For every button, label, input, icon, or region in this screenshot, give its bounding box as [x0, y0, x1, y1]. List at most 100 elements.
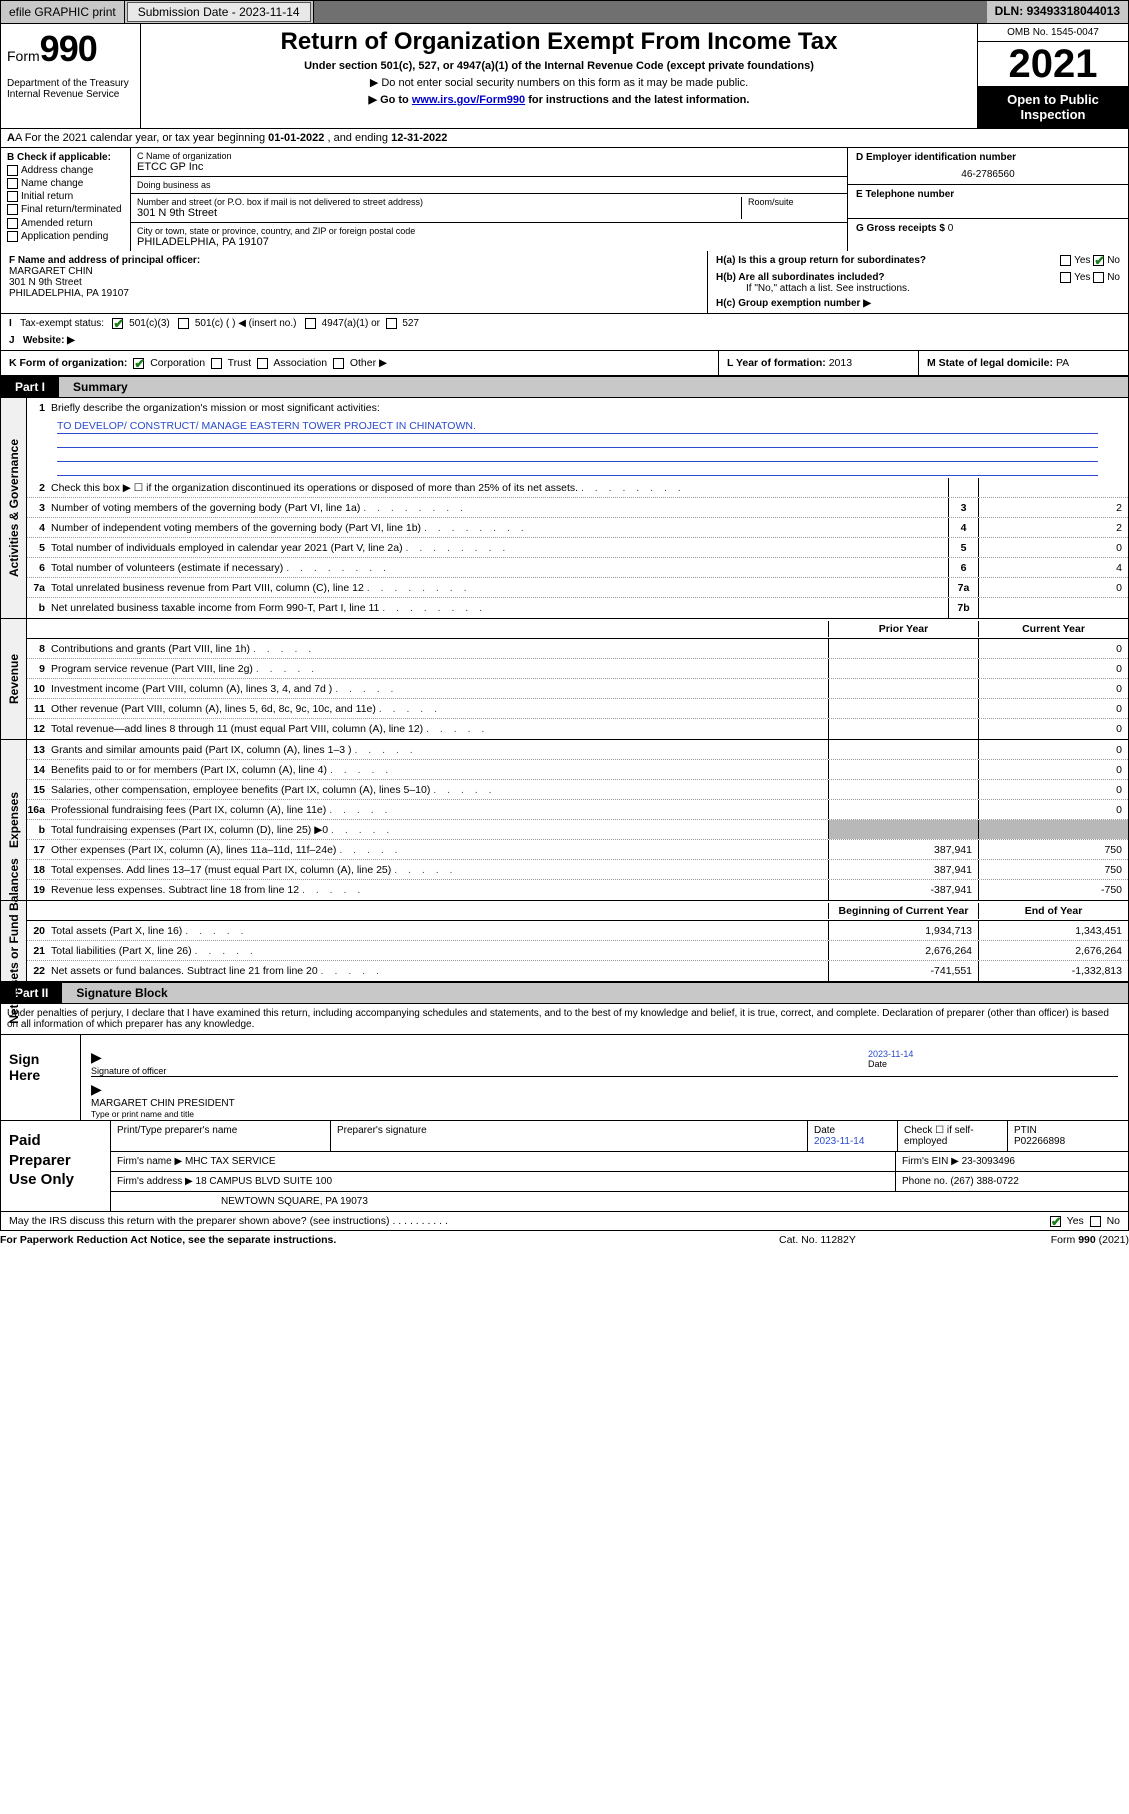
firm-ein: 23-3093496	[962, 1156, 1015, 1167]
summary-line: 15 Salaries, other compensation, employe…	[27, 780, 1128, 800]
mission-text-area: TO DEVELOP/ CONSTRUCT/ MANAGE EASTERN TO…	[27, 418, 1128, 478]
paid-preparer-label: Paid Preparer Use Only	[1, 1121, 111, 1211]
column-d-right: D Employer identification number 46-2786…	[848, 148, 1128, 251]
summary-line: b Net unrelated business taxable income …	[27, 598, 1128, 618]
summary-line: 17 Other expenses (Part IX, column (A), …	[27, 840, 1128, 860]
firm-phone: (267) 388-0722	[950, 1176, 1018, 1187]
paperwork-notice: For Paperwork Reduction Act Notice, see …	[0, 1234, 779, 1246]
net-assets-vlabel: Net Assets or Fund Balances	[1, 901, 27, 981]
summary-line: 13 Grants and similar amounts paid (Part…	[27, 740, 1128, 760]
self-employed-check[interactable]: Check ☐ if self-employed	[898, 1121, 1008, 1151]
sign-here-row: Sign Here ▶Signature of officer 2023-11-…	[1, 1034, 1128, 1120]
chk-final-return[interactable]: Final return/terminated	[7, 204, 124, 215]
header-middle: Return of Organization Exempt From Incom…	[141, 24, 978, 128]
header-right: OMB No. 1545-0047 2021 Open to Public In…	[978, 24, 1128, 128]
ptin-value: P02266898	[1014, 1136, 1065, 1147]
summary-line: 16a Professional fundraising fees (Part …	[27, 800, 1128, 820]
city-cell: City or town, state or province, country…	[131, 223, 847, 251]
department-label: Department of the Treasury Internal Reve…	[7, 78, 134, 100]
submission-segment: Submission Date - 2023-11-14	[125, 1, 314, 23]
chk-amended-return[interactable]: Amended return	[7, 218, 124, 229]
chk-name-change[interactable]: Name change	[7, 178, 124, 189]
form-title: Return of Organization Exempt From Incom…	[149, 28, 969, 56]
org-name-cell: C Name of organization ETCC GP Inc	[131, 148, 847, 177]
summary-line: 4 Number of independent voting members o…	[27, 518, 1128, 538]
expenses-section: Expenses 13 Grants and similar amounts p…	[0, 740, 1129, 901]
summary-line: 3 Number of voting members of the govern…	[27, 498, 1128, 518]
mission-text: TO DEVELOP/ CONSTRUCT/ MANAGE EASTERN TO…	[57, 420, 1098, 434]
summary-line: 12 Total revenue—add lines 8 through 11 …	[27, 719, 1128, 739]
governance-vlabel: Activities & Governance	[1, 398, 27, 618]
tax-year: 2021	[978, 42, 1128, 86]
signature-date: 2023-11-14	[868, 1049, 913, 1059]
row-a-tax-year: AA For the 2021 calendar year, or tax ye…	[0, 129, 1129, 148]
firm-address: 18 CAMPUS BLVD SUITE 100	[196, 1176, 333, 1187]
form-number: Form990	[7, 28, 134, 70]
row-k-l-m: K Form of organization: Corporation Trus…	[0, 351, 1129, 376]
perjury-declaration: Under penalties of perjury, I declare th…	[1, 1004, 1128, 1034]
preparer-sig-header: Preparer's signature	[331, 1121, 808, 1151]
summary-line: 5 Total number of individuals employed i…	[27, 538, 1128, 558]
summary-line: 21 Total liabilities (Part X, line 26) .…	[27, 941, 1128, 961]
summary-line: 2 Check this box ▶ ☐ if the organization…	[27, 478, 1128, 498]
row-i-j: I Tax-exempt status: 501(c)(3) 501(c) ( …	[0, 314, 1129, 351]
irs-link[interactable]: www.irs.gov/Form990	[412, 94, 525, 106]
page-footer: For Paperwork Reduction Act Notice, see …	[0, 1231, 1129, 1249]
sign-here-label: Sign Here	[1, 1035, 81, 1120]
summary-line: b Total fundraising expenses (Part IX, c…	[27, 820, 1128, 840]
state-domicile: M State of legal domicile: PA	[918, 351, 1128, 375]
efile-label: efile GRAPHIC print	[1, 1, 125, 23]
group-return-cell: H(a) Is this a group return for subordin…	[708, 251, 1128, 313]
revenue-vlabel: Revenue	[1, 619, 27, 739]
toolbar-spacer	[314, 1, 987, 23]
open-inspection-badge: Open to Public Inspection	[978, 86, 1128, 128]
dln-label: DLN: 93493318044013	[987, 1, 1128, 23]
part-i-header: Part I Summary	[0, 376, 1129, 398]
part-ii-header: Part II Signature Block	[0, 982, 1129, 1004]
summary-line: 14 Benefits paid to or for members (Part…	[27, 760, 1128, 780]
form-of-organization: K Form of organization: Corporation Trus…	[1, 351, 718, 375]
form-note-2: ▶ Go to www.irs.gov/Form990 for instruct…	[149, 93, 969, 106]
summary-line: 22 Net assets or fund balances. Subtract…	[27, 961, 1128, 981]
part-i-title: Summary	[59, 377, 1128, 397]
col-b-header: B Check if applicable:	[7, 152, 124, 163]
header-left: Form990 Department of the Treasury Inter…	[1, 24, 141, 128]
summary-line: 8 Contributions and grants (Part VIII, l…	[27, 639, 1128, 659]
preparer-name-header: Print/Type preparer's name	[111, 1121, 331, 1151]
year-formation: L Year of formation: 2013	[718, 351, 918, 375]
firm-address-2: NEWTOWN SQUARE, PA 19073	[111, 1192, 1128, 1211]
org-name-value: ETCC GP Inc	[137, 161, 841, 173]
prior-year-header: Prior Year	[828, 621, 978, 637]
tax-exempt-status: I Tax-exempt status: 501(c)(3) 501(c) ( …	[1, 314, 1128, 350]
summary-line: 10 Investment income (Part VIII, column …	[27, 679, 1128, 699]
submission-button[interactable]: Submission Date - 2023-11-14	[127, 2, 311, 22]
summary-line: 9 Program service revenue (Part VIII, li…	[27, 659, 1128, 679]
principal-officer-cell: F Name and address of principal officer:…	[1, 251, 708, 313]
current-year-header: Current Year	[978, 621, 1128, 637]
top-toolbar: efile GRAPHIC print Submission Date - 20…	[0, 0, 1129, 24]
telephone-cell: E Telephone number	[848, 185, 1128, 219]
summary-line: 7a Total unrelated business revenue from…	[27, 578, 1128, 598]
part-i-label: Part I	[1, 377, 59, 397]
officer-name-title: MARGARET CHIN PRESIDENT	[91, 1098, 235, 1109]
ein-value: 46-2786560	[856, 163, 1120, 180]
ein-cell: D Employer identification number 46-2786…	[848, 148, 1128, 185]
column-b-checkboxes: B Check if applicable: Address change Na…	[1, 148, 131, 251]
end-year-header: End of Year	[978, 903, 1128, 919]
signature-block: Under penalties of perjury, I declare th…	[0, 1004, 1129, 1121]
governance-section: Activities & Governance 1 Briefly descri…	[0, 398, 1129, 619]
chk-address-change[interactable]: Address change	[7, 165, 124, 176]
chk-initial-return[interactable]: Initial return	[7, 191, 124, 202]
form-header: Form990 Department of the Treasury Inter…	[0, 24, 1129, 129]
address-cell: Number and street (or P.O. box if mail i…	[131, 194, 847, 223]
chk-application-pending[interactable]: Application pending	[7, 231, 124, 242]
revenue-section: Revenue Prior Year Current Year 8 Contri…	[0, 619, 1129, 740]
form-subtitle: Under section 501(c), 527, or 4947(a)(1)…	[149, 60, 969, 72]
paid-preparer-block: Paid Preparer Use Only Print/Type prepar…	[0, 1121, 1129, 1212]
summary-line: 18 Total expenses. Add lines 13–17 (must…	[27, 860, 1128, 880]
info-grid: B Check if applicable: Address change Na…	[0, 148, 1129, 251]
part-ii-title: Signature Block	[62, 983, 1128, 1003]
summary-line: 11 Other revenue (Part VIII, column (A),…	[27, 699, 1128, 719]
summary-line: 20 Total assets (Part X, line 16) . . . …	[27, 921, 1128, 941]
net-assets-section: Net Assets or Fund Balances Beginning of…	[0, 901, 1129, 982]
